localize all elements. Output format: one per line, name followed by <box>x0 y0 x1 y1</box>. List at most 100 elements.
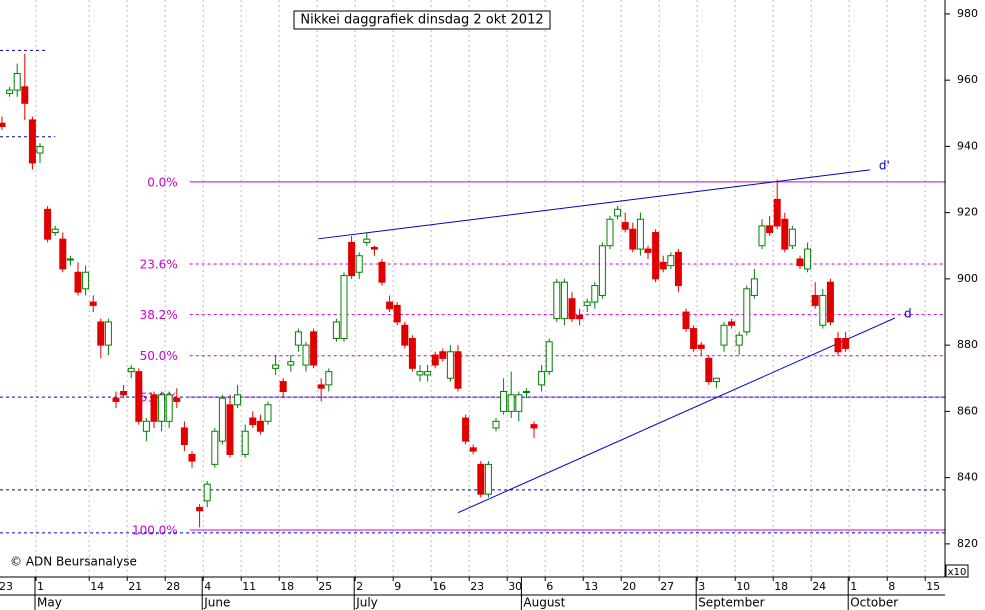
candle-body <box>674 251 682 287</box>
candle-body <box>97 321 105 346</box>
candle-body <box>112 397 120 402</box>
candle-body <box>173 397 181 402</box>
candle-body <box>120 391 128 396</box>
candle-body <box>804 248 812 270</box>
candle-body <box>568 298 576 320</box>
title-box <box>293 10 551 30</box>
x-tick-label: 1 <box>850 580 857 593</box>
candle-body <box>796 258 804 267</box>
candle-body <box>234 394 242 406</box>
candle-body <box>416 371 424 376</box>
candle-body <box>697 344 705 349</box>
candle-body <box>431 354 439 366</box>
month-label: August <box>523 596 565 610</box>
fib-label: 0.0% <box>147 175 178 189</box>
candle-body <box>165 394 173 422</box>
candle-body <box>819 294 827 326</box>
month-label: June <box>203 596 230 610</box>
month-label: September <box>698 596 764 610</box>
candle-body <box>89 301 97 306</box>
candle-body <box>127 367 135 373</box>
x-tick-label: 9 <box>394 580 401 593</box>
y-tick-label: 860 <box>957 404 978 417</box>
candle-body <box>826 281 834 323</box>
candle-body <box>348 241 356 277</box>
candle-body <box>644 248 652 253</box>
x-tick-label: 1 <box>37 580 44 593</box>
candle-body <box>576 314 584 320</box>
candle-body <box>188 453 196 462</box>
y-tick-label: 980 <box>957 7 978 20</box>
candle-body <box>408 338 416 369</box>
trend-label: d' <box>879 158 890 172</box>
candle-body <box>386 301 394 310</box>
candle-body <box>302 344 310 366</box>
candle-body <box>196 506 204 512</box>
x-tick-label: 10 <box>736 580 750 593</box>
x-tick-label: 8 <box>888 580 895 593</box>
x-tick-label: 15 <box>926 580 940 593</box>
candle-body <box>652 232 660 280</box>
candle-body <box>500 391 508 412</box>
candle-body <box>614 208 622 217</box>
x-tick-label: 13 <box>584 580 598 593</box>
x-tick-label: 16 <box>432 580 446 593</box>
x-tick-label: 20 <box>622 580 636 593</box>
candle-body <box>758 225 766 247</box>
candle-body <box>834 338 842 353</box>
candle-body <box>370 246 378 250</box>
candle-body <box>667 255 675 267</box>
grid <box>35 0 926 577</box>
scale-note-box <box>945 564 969 578</box>
candle-body <box>317 384 325 389</box>
candle-body <box>13 73 21 91</box>
candle-body <box>401 324 409 346</box>
x-tick-label: 11 <box>242 580 256 593</box>
candle-body <box>773 198 781 227</box>
x-tick-label: 27 <box>660 580 674 593</box>
candle-body <box>264 404 272 422</box>
candle-body <box>393 304 401 323</box>
candle-body <box>606 218 614 247</box>
candle-body <box>728 321 736 326</box>
candle-body <box>66 258 74 261</box>
candle-body <box>279 381 287 393</box>
candle-body <box>272 364 280 369</box>
candle-body <box>158 394 166 422</box>
candle-body <box>538 371 546 386</box>
candle-body <box>226 404 234 455</box>
candle-body <box>583 301 591 306</box>
candle-body <box>484 463 492 495</box>
x-tick-label: 23 <box>470 580 484 593</box>
candle-body <box>591 285 599 303</box>
candle-body <box>74 271 82 293</box>
candle-body <box>629 228 637 250</box>
candle-body <box>553 281 561 320</box>
fib-label: 38.2% <box>140 308 178 322</box>
candle-body <box>766 225 774 234</box>
x-tick-label: 28 <box>166 580 180 593</box>
y-tick-label: 840 <box>957 471 978 484</box>
candle-body <box>545 341 553 373</box>
candle-body <box>28 119 36 164</box>
candle-body <box>705 357 713 383</box>
candle-body <box>469 447 477 452</box>
candle-body <box>59 238 67 270</box>
candle-body <box>203 483 211 502</box>
candle-body <box>6 89 14 94</box>
chart-title: Nikkei daggrafiek dinsdag 2 okt 2012 <box>300 13 543 28</box>
candle-body <box>332 321 340 340</box>
candle-body <box>256 420 264 432</box>
fib-label: 23.6% <box>140 257 178 271</box>
y-tick-label: 960 <box>957 73 978 86</box>
x-tick-label: 6 <box>546 580 553 593</box>
month-label: July <box>355 596 378 610</box>
candle-body <box>180 427 188 445</box>
candle-body <box>51 228 59 234</box>
trend-label: d <box>904 306 912 320</box>
candle-body <box>477 463 485 495</box>
candle-body <box>21 86 29 104</box>
